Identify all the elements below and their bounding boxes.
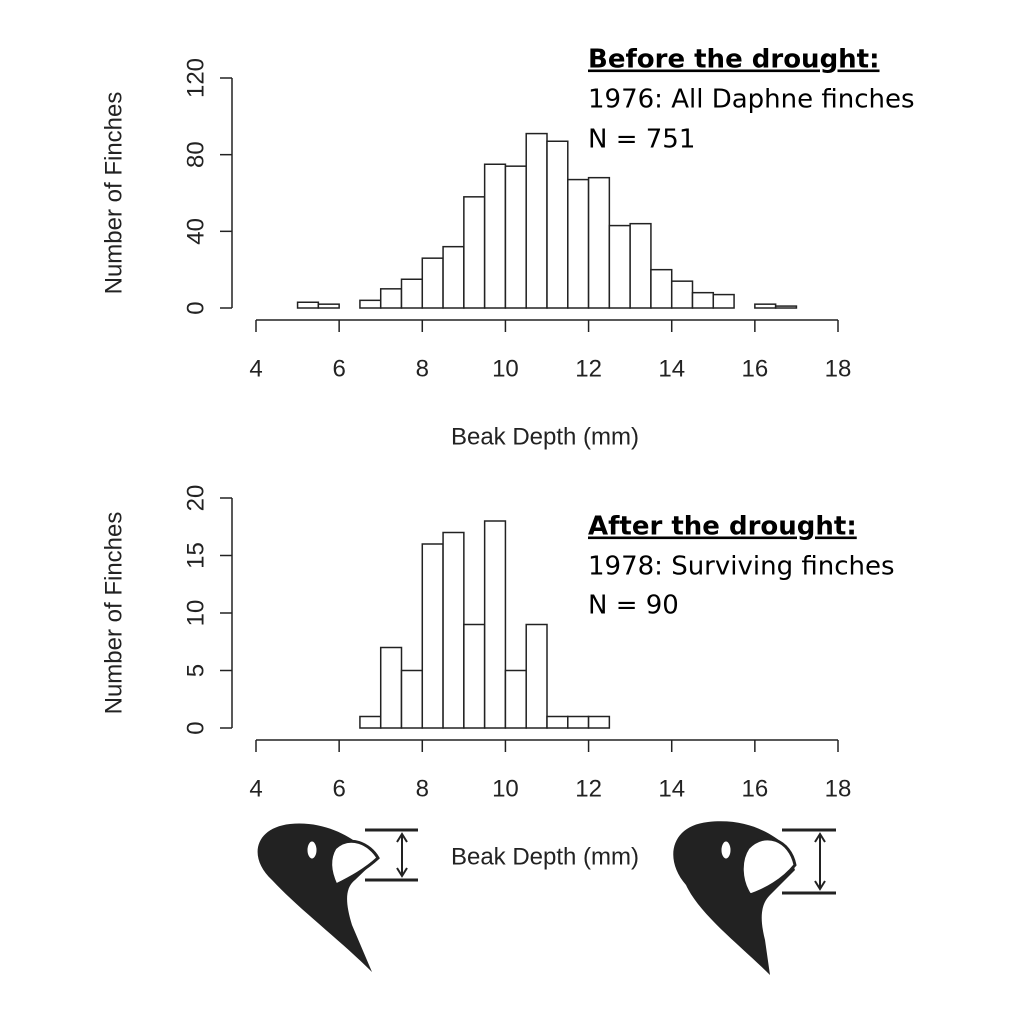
x-tick-label: 14 xyxy=(658,355,685,382)
x-tick-label: 18 xyxy=(825,775,852,802)
x-tick-label: 10 xyxy=(492,355,519,382)
x-tick-label: 10 xyxy=(492,775,519,802)
x-tick-label: 6 xyxy=(332,775,345,802)
x-tick-label: 8 xyxy=(416,775,429,802)
bar xyxy=(296,301,320,309)
bar xyxy=(483,163,507,309)
finch-small-beak xyxy=(257,823,418,972)
x-tick-label: 12 xyxy=(575,775,602,802)
bar xyxy=(359,299,382,309)
x-tick-label: 14 xyxy=(658,775,685,802)
bar xyxy=(400,669,424,729)
x-tick-label: 12 xyxy=(575,355,602,382)
x-tick-label: 18 xyxy=(825,355,852,382)
bar xyxy=(525,623,548,729)
x-axis-label: Beak Depth (mm) xyxy=(451,843,639,870)
annotation: Before the drought: xyxy=(588,45,880,75)
annotation: 1978: Surviving finches xyxy=(588,552,895,582)
bar xyxy=(546,140,569,309)
y-tick-label: 120 xyxy=(182,58,209,98)
y-tick-label: 80 xyxy=(182,141,209,168)
finch-large-beak xyxy=(673,821,836,975)
bar xyxy=(442,531,465,729)
bar xyxy=(608,224,631,309)
y-tick-label: 0 xyxy=(182,301,209,314)
annotation: After the drought: xyxy=(588,512,857,542)
y-tick-label: 0 xyxy=(182,721,209,734)
x-tick-label: 4 xyxy=(249,355,262,382)
y-tick-label: 20 xyxy=(182,485,209,512)
x-tick-label: 6 xyxy=(332,355,345,382)
bar xyxy=(567,715,590,729)
bar xyxy=(712,293,735,309)
bar xyxy=(483,520,507,729)
bar xyxy=(463,623,486,729)
y-tick-label: 10 xyxy=(182,600,209,627)
bar xyxy=(379,646,403,729)
x-tick-label: 16 xyxy=(742,775,769,802)
bar xyxy=(587,176,611,309)
x-tick-label: 4 xyxy=(249,775,262,802)
bar xyxy=(754,303,777,309)
y-axis-label: Number of Finches xyxy=(100,512,127,715)
bar xyxy=(546,715,569,729)
annotation: N = 90 xyxy=(588,591,679,621)
bar xyxy=(587,715,611,729)
bar xyxy=(421,543,444,729)
bar xyxy=(670,280,694,309)
bar xyxy=(400,278,424,309)
bar xyxy=(442,245,465,309)
x-axis-label: Beak Depth (mm) xyxy=(451,423,639,450)
bar xyxy=(421,257,444,309)
bar xyxy=(359,715,382,729)
y-tick-label: 15 xyxy=(182,542,209,569)
bar xyxy=(463,196,486,309)
bar xyxy=(567,178,590,309)
bar xyxy=(650,268,673,309)
y-tick-label: 5 xyxy=(182,664,209,677)
bar xyxy=(525,132,548,309)
bar xyxy=(379,288,403,309)
bar xyxy=(774,305,798,309)
annotation: 1976: All Daphne finches xyxy=(588,85,915,115)
bar xyxy=(629,222,652,309)
x-tick-label: 16 xyxy=(742,355,769,382)
y-axis-label: Number of Finches xyxy=(100,92,127,295)
bar xyxy=(317,303,340,309)
bar xyxy=(504,669,527,729)
annotation: N = 751 xyxy=(588,125,695,155)
y-tick-label: 40 xyxy=(182,218,209,245)
bar xyxy=(691,291,715,309)
bar xyxy=(504,165,527,309)
x-tick-label: 8 xyxy=(416,355,429,382)
